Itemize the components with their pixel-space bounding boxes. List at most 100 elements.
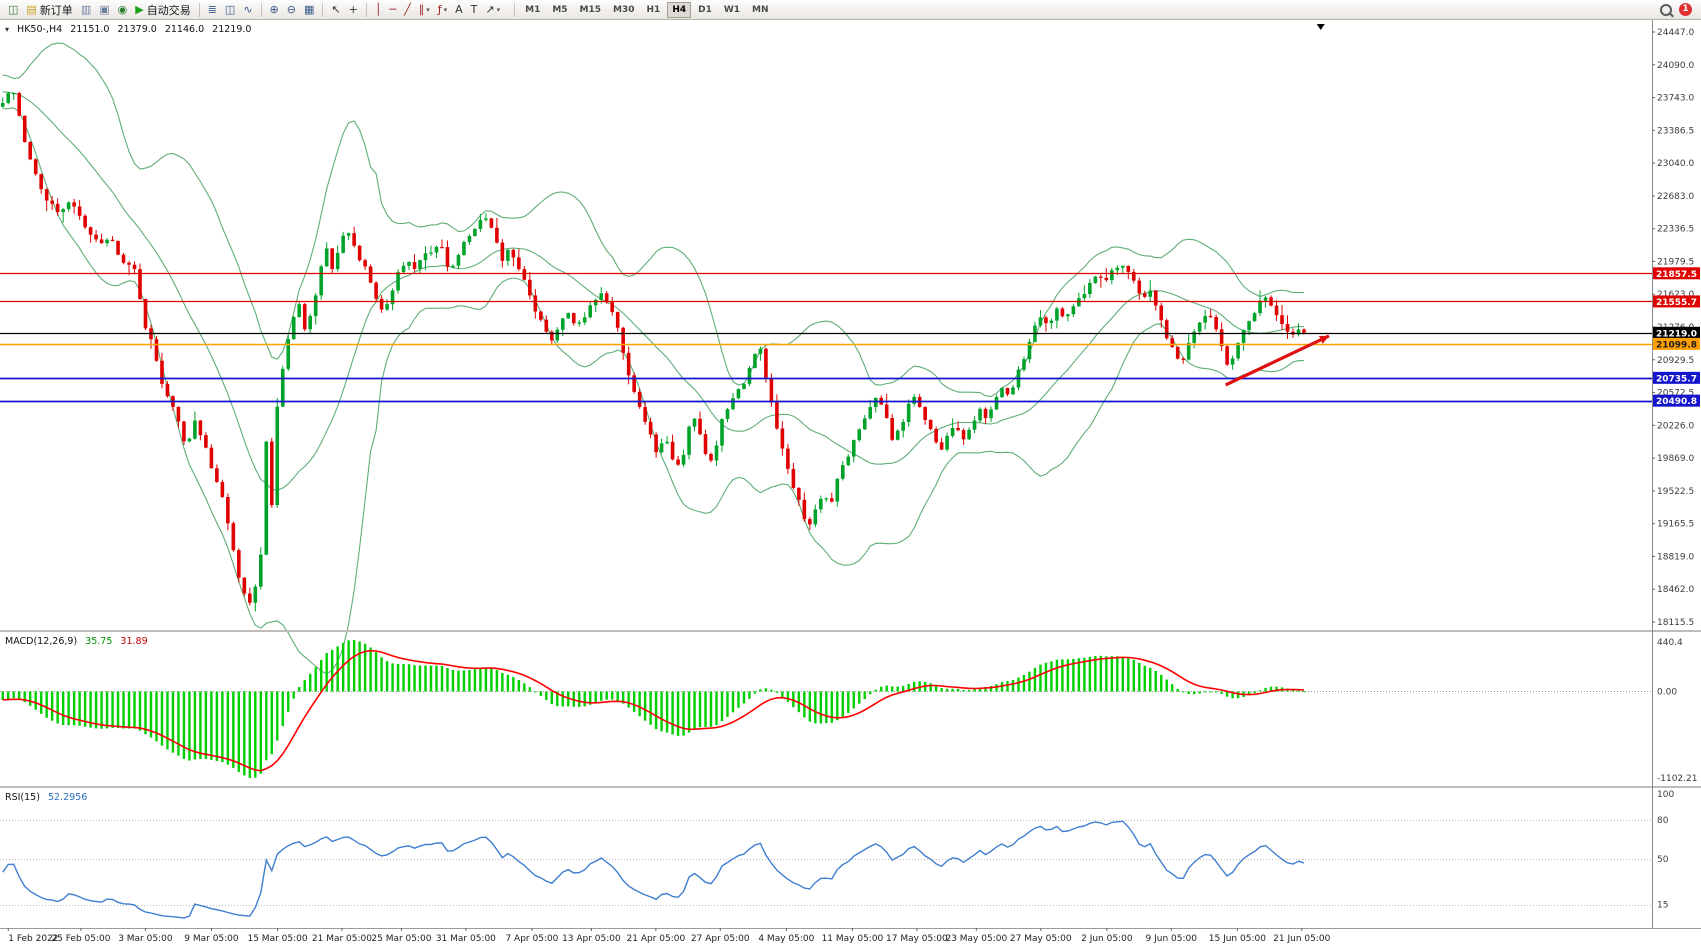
cursor-button[interactable]: ↖	[328, 2, 343, 18]
fibonacci-button[interactable]: ƒ ▾	[435, 2, 450, 18]
macd-axis-label: 440.4	[1657, 638, 1683, 648]
zoom-in-icon: ⊕	[269, 3, 279, 16]
timeframe-h4-button[interactable]: H4	[667, 1, 692, 18]
new-order-icon: ▤	[26, 3, 37, 16]
time-axis-label: 15 Mar 05:00	[247, 934, 307, 944]
arrows-icon: ↗	[485, 3, 495, 16]
toolbar-separator	[198, 2, 200, 17]
channel-button[interactable]: ∥ ▾	[416, 2, 433, 18]
bars-chart-button[interactable]: ≣	[205, 2, 220, 18]
toolbar: ◫ ▤ 新订单 ▥ ▣ ◉ ▶ 自动交易 ≣ ◫ ∿ ⊕ ⊖ ▦ ↖ + │ ─ ╱ ∥ ▾ ƒ ▾ A T ↗ ▾ M1 M5 M15…	[0, 0, 1701, 20]
panel-separator[interactable]	[0, 630, 1701, 632]
price-tag-20735.7[interactable]: 20735.7	[1653, 371, 1700, 385]
candles-layer	[0, 91, 1306, 612]
chevron-down-icon: ▾	[426, 5, 430, 14]
price-axis-label: 20226.0	[1657, 421, 1694, 431]
price-axis-label: 24090.0	[1657, 61, 1694, 71]
time-axis-label: 13 Apr 05:00	[562, 934, 621, 944]
macd-axis-label: 0.00	[1657, 688, 1677, 698]
notification-badge[interactable]: 1	[1679, 3, 1692, 16]
market-watch-button[interactable]: ▣	[96, 2, 112, 18]
price-tag-label: 20490.8	[1656, 397, 1697, 407]
zoom-out-icon: ⊖	[286, 3, 296, 16]
chart-area[interactable]: 24447.0 24090.0 23743.0 23386.5 23040.0 22683…	[0, 20, 1701, 945]
timeframe-h1-button[interactable]: H1	[646, 4, 661, 15]
price-tag-20490.8[interactable]: 20490.8	[1653, 394, 1700, 408]
price-tag-21099.8[interactable]: 21099.8	[1653, 337, 1700, 351]
price-axis-label: 23040.0	[1657, 159, 1694, 169]
search-icon[interactable]	[1660, 3, 1672, 16]
zoom-out-button[interactable]: ⊖	[284, 2, 299, 18]
price-axis-label: 18115.5	[1657, 618, 1694, 628]
toolbar-separator	[260, 2, 262, 17]
price-tag-21857.5[interactable]: 21857.5	[1653, 267, 1700, 280]
time-axis-label: 21 Apr 05:00	[627, 934, 686, 944]
horizontal-line-button[interactable]: ─	[386, 2, 399, 18]
trend-arrow[interactable]	[1225, 334, 1330, 387]
timeframe-d1-button[interactable]: D1	[698, 4, 712, 15]
new-order-button[interactable]: ▤ 新订单	[23, 2, 75, 18]
data-window-button[interactable]: ◉	[115, 2, 131, 18]
vertical-line-button[interactable]: │	[372, 2, 385, 18]
timeframe-m5-button[interactable]: M5	[552, 4, 568, 15]
price-axis-label: 19522.5	[1657, 487, 1694, 497]
timeframe-m30-button[interactable]: M30	[613, 4, 635, 15]
timeframe-m15-button[interactable]: M15	[579, 4, 602, 15]
bars-chart-icon: ≣	[207, 3, 217, 16]
market-watch-icon: ▣	[99, 3, 110, 16]
auto-trading-button-label: 自动交易	[146, 3, 191, 17]
new-chart-icon: ◫	[8, 3, 19, 16]
time-axis-label: 17 May 05:00	[886, 934, 948, 944]
text-button[interactable]: A	[452, 2, 466, 18]
new-order-button-label: 新订单	[39, 3, 73, 17]
rsi-axis-label: 80	[1657, 816, 1669, 826]
chart-shift-marker[interactable]	[1316, 24, 1325, 30]
time-axis-label: 23 May 05:00	[945, 934, 1007, 944]
price-tag-21555.7[interactable]: 21555.7	[1653, 295, 1700, 308]
data-window-icon: ◉	[117, 3, 128, 16]
macd-histogram	[1, 640, 1306, 778]
price-axis-label: 22683.0	[1657, 192, 1694, 202]
timeframe-m1-button[interactable]: M1	[525, 4, 541, 15]
price-axis-label: 22336.5	[1657, 225, 1694, 235]
arrows-button[interactable]: ↗ ▾	[482, 2, 503, 18]
line-chart-button[interactable]: ∿	[240, 2, 255, 18]
price-axis-label: 19869.0	[1657, 454, 1694, 464]
timeframe-w1-button[interactable]: W1	[723, 4, 741, 15]
rsi-axis-label: 15	[1657, 901, 1668, 911]
auto-trading-button[interactable]: ▶ 自动交易	[132, 2, 193, 18]
time-axis-label: 25 Mar 05:00	[371, 934, 431, 944]
price-tag-label: 21857.5	[1656, 270, 1697, 280]
tile-windows-button[interactable]: ▦	[301, 2, 317, 18]
price-chart-canvas[interactable]: 24447.0 24090.0 23743.0 23386.5 23040.0 22683…	[0, 20, 1701, 945]
tile-windows-icon: ▦	[303, 3, 315, 16]
horizontal-line-icon: ─	[389, 3, 397, 16]
candlestick-chart-button[interactable]: ◫	[222, 2, 238, 18]
toolbar-separator	[365, 2, 367, 17]
profiles-button[interactable]: ▥	[78, 2, 94, 18]
time-axis-label: 3 Mar 05:00	[118, 934, 173, 944]
price-tag-21219.0[interactable]: 21219.0	[1653, 326, 1700, 340]
rsi-line	[2, 820, 1305, 919]
price-axis-label: 21623.0	[1657, 290, 1694, 300]
price-tag-label: 21219.0	[1656, 329, 1697, 339]
new-chart-button[interactable]: ◫	[5, 2, 21, 18]
rsi-axis-label: 100	[1657, 790, 1674, 800]
chevron-down-icon: ▾	[443, 5, 448, 14]
price-tag-label: 21099.8	[1656, 340, 1697, 350]
price-tag-label: 21555.7	[1656, 298, 1697, 308]
bollinger-upper-line	[2, 42, 1305, 398]
price-axis-label: 24447.0	[1657, 28, 1694, 38]
toolbar-separator	[514, 2, 516, 17]
zoom-in-button[interactable]: ⊕	[267, 2, 282, 18]
trendline-button[interactable]: ╱	[401, 2, 414, 18]
time-axis-label: 15 Jun 05:00	[1209, 934, 1266, 944]
label-button[interactable]: T	[468, 2, 481, 18]
crosshair-button[interactable]: +	[346, 2, 361, 18]
panel-separator[interactable]	[0, 786, 1701, 788]
price-axis-label: 18462.0	[1657, 585, 1694, 595]
time-axis-label: 4 May 05:00	[758, 934, 814, 944]
price-axis-label: 19165.5	[1657, 520, 1694, 530]
timeframe-mn-button[interactable]: MN	[752, 4, 769, 15]
